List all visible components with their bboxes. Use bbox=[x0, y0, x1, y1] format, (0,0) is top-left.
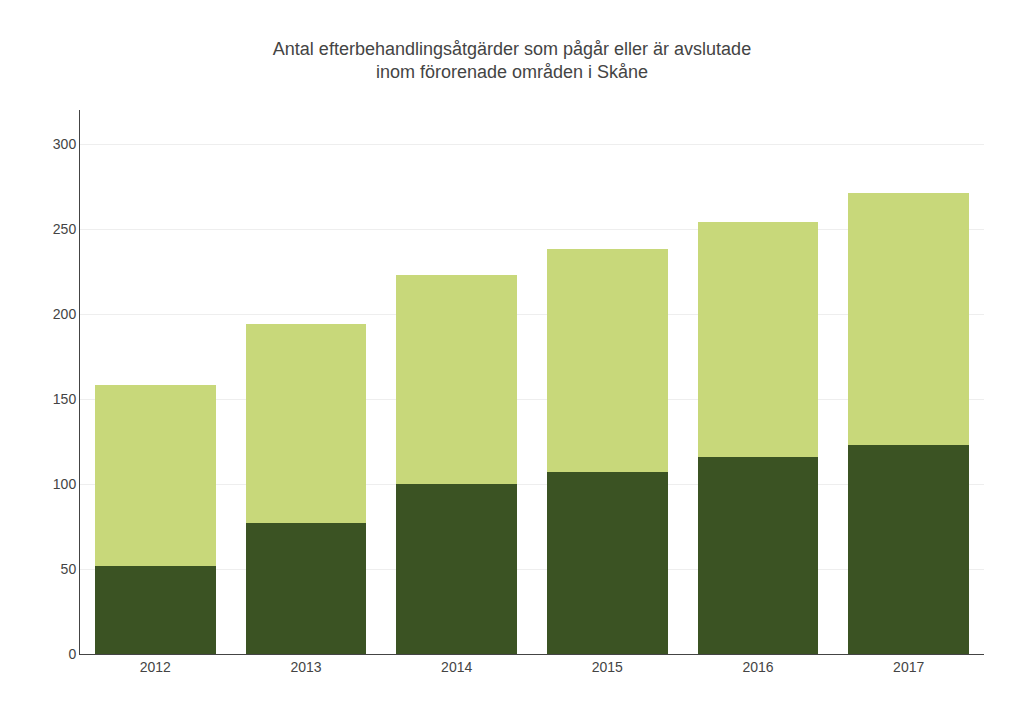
svg-text:300: 300 bbox=[53, 136, 77, 152]
svg-text:2016: 2016 bbox=[742, 659, 773, 675]
svg-text:200: 200 bbox=[53, 306, 77, 322]
svg-text:250: 250 bbox=[53, 221, 77, 237]
svg-text:2014: 2014 bbox=[441, 659, 472, 675]
svg-text:100: 100 bbox=[53, 476, 77, 492]
svg-text:2017: 2017 bbox=[893, 659, 924, 675]
svg-text:150: 150 bbox=[53, 391, 77, 407]
svg-text:2015: 2015 bbox=[592, 659, 623, 675]
svg-text:Antal efterbehandlingsåtgärder: Antal efterbehandlingsåtgärder som pågår… bbox=[273, 39, 751, 82]
svg-text:50: 50 bbox=[61, 561, 77, 577]
svg-text:0: 0 bbox=[68, 646, 76, 662]
svg-text:2013: 2013 bbox=[290, 659, 321, 675]
svg-text:2012: 2012 bbox=[140, 659, 171, 675]
